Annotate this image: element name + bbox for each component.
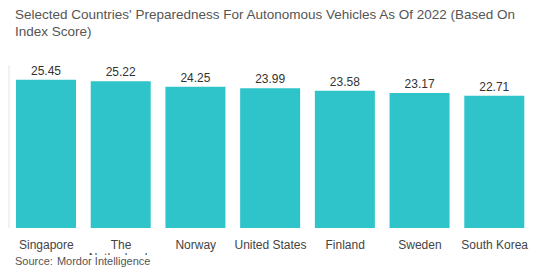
svg-text:23.58: 23.58 — [330, 75, 360, 89]
svg-text:Singapore: Singapore — [19, 238, 74, 252]
svg-text:24.25: 24.25 — [180, 71, 210, 85]
svg-text:Finland: Finland — [326, 238, 365, 252]
svg-text:23.99: 23.99 — [255, 72, 285, 86]
svg-text:TheNetherlands: TheNetherlands — [89, 238, 154, 255]
svg-text:Sweden: Sweden — [398, 238, 441, 252]
svg-text:Norway: Norway — [175, 238, 216, 252]
svg-text:United States: United States — [234, 238, 306, 252]
svg-text:23.17: 23.17 — [405, 77, 435, 91]
svg-text:25.45: 25.45 — [31, 64, 61, 78]
svg-text:25.22: 25.22 — [106, 65, 136, 79]
html-text:Selected Countries' Preparedne: Selected Countries' Preparedness For Aut… — [15, 7, 516, 39]
svg-text:South Korea: South Korea — [461, 238, 528, 252]
html-text:Source: Mordor Intelligence: Source: Mordor Intelligence — [15, 255, 151, 267]
svg-text:22.71: 22.71 — [479, 80, 509, 94]
